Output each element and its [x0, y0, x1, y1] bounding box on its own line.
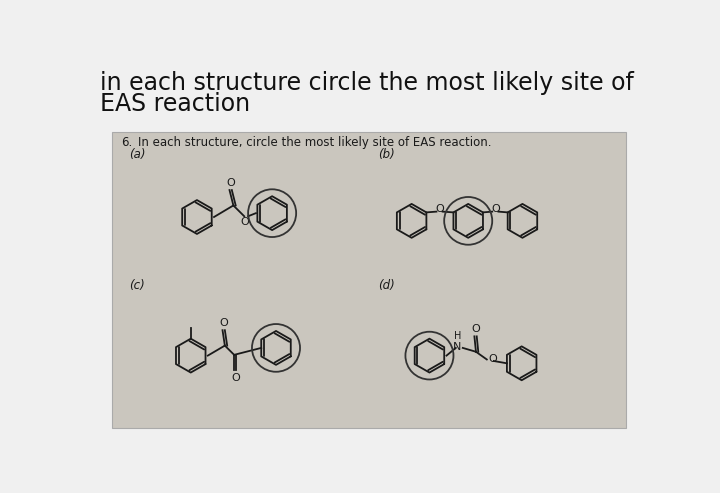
FancyBboxPatch shape: [112, 132, 626, 428]
Text: (b): (b): [378, 148, 395, 162]
Text: O: O: [488, 354, 497, 364]
Text: N: N: [453, 342, 462, 352]
Text: O: O: [226, 178, 235, 188]
Text: In each structure, circle the most likely site of EAS reaction.: In each structure, circle the most likel…: [138, 136, 492, 149]
Text: O: O: [491, 204, 500, 213]
Text: O: O: [240, 217, 249, 227]
Text: O: O: [435, 204, 444, 213]
Text: O: O: [231, 373, 240, 383]
Text: (d): (d): [378, 279, 395, 292]
Text: 6.: 6.: [121, 136, 132, 149]
Text: O: O: [220, 318, 228, 328]
Text: (a): (a): [129, 148, 145, 162]
Text: in each structure circle the most likely site of: in each structure circle the most likely…: [100, 70, 634, 95]
Text: H: H: [454, 331, 461, 341]
Text: EAS reaction: EAS reaction: [100, 92, 251, 116]
Text: O: O: [472, 324, 480, 334]
Text: (c): (c): [129, 279, 145, 292]
